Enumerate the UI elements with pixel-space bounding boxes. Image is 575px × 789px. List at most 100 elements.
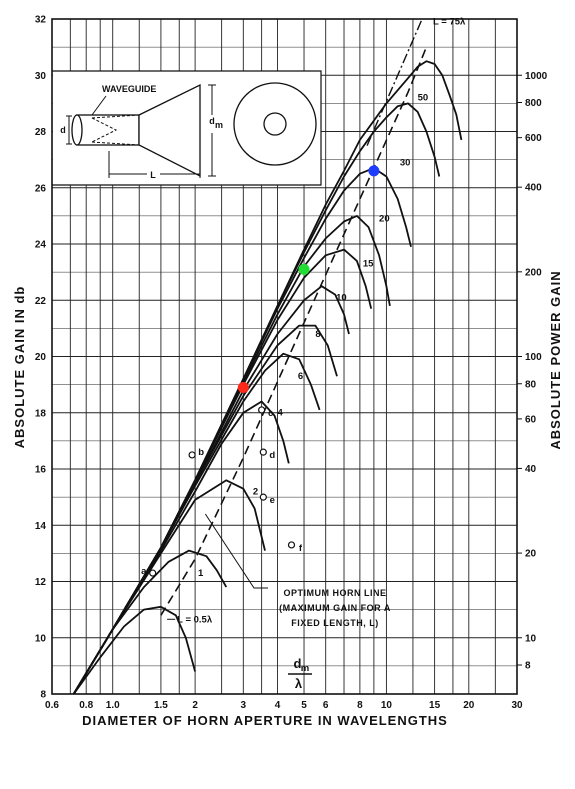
- y-tick-label: 24: [35, 240, 47, 251]
- y2-tick-label: 8: [525, 661, 531, 672]
- curve-label: 1: [198, 568, 204, 579]
- curve-label: 50: [418, 93, 429, 104]
- marker-e: [259, 493, 267, 501]
- dm-subscript: m: [215, 120, 223, 130]
- L-label: L: [150, 170, 156, 180]
- x-tick-label: 2: [192, 700, 198, 711]
- annotation-line: OPTIMUM HORN LINE: [284, 588, 387, 598]
- y-tick-label: 10: [35, 633, 47, 644]
- x-tick-label: 6: [323, 700, 329, 711]
- marker-b: [188, 451, 196, 459]
- y2-tick-label: 80: [525, 379, 537, 390]
- y-tick-label: 16: [35, 465, 47, 476]
- y-tick-label: 20: [35, 352, 47, 363]
- y2-axis-title: ABSOLUTE POWER GAIN: [548, 270, 563, 449]
- dash-dot-path: [366, 18, 423, 146]
- marker-f: [287, 541, 296, 549]
- x-tick-label: 4: [275, 700, 281, 711]
- curve-labels: L = 0.5λ 1 2 4 6 8 10 15 20 30 50 L = 75λ: [167, 17, 466, 625]
- fraction-denominator: λ: [295, 676, 303, 691]
- annotation-line: FIXED LENGTH, L): [291, 618, 379, 628]
- y2-tick-label: 800: [525, 98, 542, 109]
- y2-tick-label: 1000: [525, 71, 548, 82]
- y2-tick-label: 40: [525, 464, 537, 475]
- curve-label: 15: [363, 259, 374, 270]
- d-dimension: [66, 115, 72, 145]
- highlight-point-3: [368, 165, 380, 177]
- y-tick-label: 12: [35, 577, 47, 588]
- waveguide-label: WAVEGUIDE: [102, 84, 156, 94]
- marker-label: f: [299, 543, 303, 554]
- curve-label: L = 0.5λ: [177, 614, 213, 625]
- y-tick-label: 32: [35, 15, 47, 26]
- curve-label: 8: [315, 329, 320, 340]
- y2-tick-label: 60: [525, 414, 537, 425]
- marker-label: e: [270, 495, 275, 506]
- x-tick-label: 0.6: [45, 700, 59, 711]
- inset-border: [52, 70, 322, 186]
- y2-axis-ticks: 8 10 20 40 60 80 100 200 400 600 800 1000: [517, 71, 548, 672]
- y2-tick-label: 200: [525, 267, 542, 278]
- gain-curves: [72, 60, 463, 695]
- annotation-line: (MAXIMUM GAIN FOR A: [279, 603, 391, 613]
- x-tick-label: 1.5: [154, 700, 168, 711]
- waveguide-arrow: [91, 95, 107, 116]
- fraction-numerator: d: [294, 656, 303, 671]
- dash-dot-line: [366, 18, 423, 146]
- marker-label: d: [269, 450, 275, 461]
- highlight-points: [237, 165, 380, 393]
- y2-tick-label: 400: [525, 183, 542, 194]
- x-axis-ticks: 0.6 0.8 1.0 1.5 2 3 4 5 6 8 10 15 20 30: [45, 700, 523, 711]
- gain-curve-2: [72, 479, 266, 695]
- x-tick-label: 10: [381, 700, 393, 711]
- gain-curve-75: [72, 60, 463, 695]
- point-markers: a b c d e f: [141, 406, 303, 577]
- y-axis-title: ABSOLUTE GAIN IN db: [12, 286, 27, 449]
- y-tick-label: 22: [35, 296, 47, 307]
- curve-label: 2: [253, 486, 258, 497]
- y-tick-label: 26: [35, 183, 47, 194]
- marker-d: [259, 448, 267, 456]
- x-axis-title: DIAMETER OF HORN APERTURE IN WAVELENGTHS: [82, 713, 448, 728]
- gain-curve-l-0-5-: [72, 605, 196, 695]
- y-tick-label: 18: [35, 408, 47, 419]
- y2-tick-label: 600: [525, 133, 542, 144]
- dm-label: d: [209, 116, 215, 126]
- y-tick-label: 14: [35, 521, 47, 532]
- waveguide-body: [76, 114, 140, 146]
- annotation-leader: [204, 513, 268, 589]
- curve-label: 6: [298, 371, 303, 382]
- x-tick-label: 3: [241, 700, 247, 711]
- y-tick-label: 8: [40, 690, 46, 701]
- x-tick-label: 0.8: [79, 700, 93, 711]
- marker-label: c: [268, 408, 273, 419]
- curve-label: 20: [379, 214, 390, 225]
- highlight-point-1: [237, 381, 249, 393]
- waveguide-end: [71, 114, 83, 146]
- x-tick-label: 5: [301, 700, 307, 711]
- L-dimension: [108, 151, 201, 178]
- y2-tick-label: 10: [525, 633, 537, 644]
- marker-c: [258, 406, 266, 414]
- y-tick-label: 30: [35, 71, 47, 82]
- fraction-subscript: m: [301, 663, 309, 674]
- x-tick-label: 8: [357, 700, 363, 711]
- marker-a: [149, 569, 157, 577]
- d-label: d: [60, 125, 66, 135]
- curve-label: 10: [336, 292, 347, 303]
- x-tick-label: 1.0: [106, 700, 120, 711]
- highlight-point-2: [298, 263, 310, 275]
- optimum-line-path: [160, 46, 428, 616]
- aperture-inner: [263, 112, 287, 136]
- x-tick-label: 30: [511, 700, 523, 711]
- optimum-horn-line: [160, 46, 428, 616]
- y2-tick-label: 100: [525, 352, 542, 363]
- x-tick-label: 15: [429, 700, 441, 711]
- optimum-horn-annotation: OPTIMUM HORN LINE (MAXIMUM GAIN FOR A FIXE…: [204, 513, 391, 691]
- marker-label: a: [141, 566, 147, 577]
- marker-label: b: [198, 447, 204, 458]
- y-axis-ticks: 8 10 12 14 16 18 20 22 24 26 28 30 32: [35, 15, 47, 701]
- y-tick-label: 28: [35, 127, 47, 138]
